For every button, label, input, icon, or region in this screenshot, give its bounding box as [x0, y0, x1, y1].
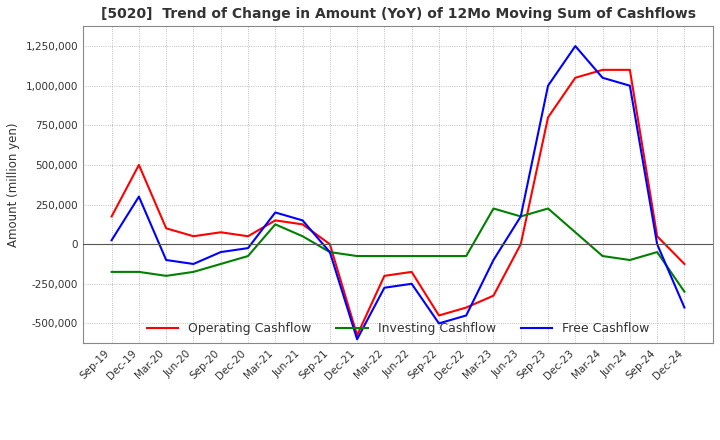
- Investing Cashflow: [571, 230, 580, 235]
- Free Cashflow: [571, 44, 580, 49]
- Operating Cashflow: [243, 234, 252, 239]
- Investing Cashflow: [462, 253, 471, 259]
- Operating Cashflow: [435, 313, 444, 318]
- Operating Cashflow: [353, 333, 361, 338]
- Investing Cashflow: [516, 214, 525, 219]
- Operating Cashflow: [162, 226, 171, 231]
- Investing Cashflow: [135, 269, 143, 275]
- Y-axis label: Amount (million yen): Amount (million yen): [7, 122, 20, 247]
- Operating Cashflow: [571, 75, 580, 81]
- Free Cashflow: [107, 238, 116, 243]
- Free Cashflow: [325, 249, 334, 255]
- Investing Cashflow: [544, 206, 552, 211]
- Operating Cashflow: [626, 67, 634, 73]
- Free Cashflow: [353, 337, 361, 342]
- Investing Cashflow: [489, 206, 498, 211]
- Free Cashflow: [489, 257, 498, 263]
- Investing Cashflow: [653, 249, 662, 255]
- Free Cashflow: [380, 285, 389, 290]
- Operating Cashflow: [325, 242, 334, 247]
- Free Cashflow: [653, 242, 662, 247]
- Investing Cashflow: [271, 222, 279, 227]
- Investing Cashflow: [626, 257, 634, 263]
- Free Cashflow: [544, 83, 552, 88]
- Line: Free Cashflow: Free Cashflow: [112, 46, 685, 339]
- Free Cashflow: [626, 83, 634, 88]
- Investing Cashflow: [189, 269, 198, 275]
- Operating Cashflow: [380, 273, 389, 279]
- Operating Cashflow: [462, 305, 471, 310]
- Free Cashflow: [516, 214, 525, 219]
- Operating Cashflow: [189, 234, 198, 239]
- Investing Cashflow: [325, 249, 334, 255]
- Free Cashflow: [298, 218, 307, 223]
- Free Cashflow: [162, 257, 171, 263]
- Free Cashflow: [217, 249, 225, 255]
- Investing Cashflow: [408, 253, 416, 259]
- Free Cashflow: [189, 261, 198, 267]
- Investing Cashflow: [217, 261, 225, 267]
- Investing Cashflow: [435, 253, 444, 259]
- Operating Cashflow: [598, 67, 607, 73]
- Investing Cashflow: [598, 253, 607, 259]
- Line: Operating Cashflow: Operating Cashflow: [112, 70, 685, 335]
- Investing Cashflow: [680, 289, 689, 294]
- Investing Cashflow: [353, 253, 361, 259]
- Investing Cashflow: [107, 269, 116, 275]
- Operating Cashflow: [516, 242, 525, 247]
- Investing Cashflow: [298, 234, 307, 239]
- Operating Cashflow: [107, 214, 116, 219]
- Operating Cashflow: [489, 293, 498, 298]
- Legend: Operating Cashflow, Investing Cashflow, Free Cashflow: Operating Cashflow, Investing Cashflow, …: [142, 317, 654, 340]
- Free Cashflow: [243, 246, 252, 251]
- Free Cashflow: [271, 210, 279, 215]
- Operating Cashflow: [298, 222, 307, 227]
- Operating Cashflow: [135, 162, 143, 168]
- Line: Investing Cashflow: Investing Cashflow: [112, 209, 685, 292]
- Investing Cashflow: [380, 253, 389, 259]
- Free Cashflow: [408, 281, 416, 286]
- Operating Cashflow: [408, 269, 416, 275]
- Operating Cashflow: [680, 261, 689, 267]
- Free Cashflow: [435, 321, 444, 326]
- Title: [5020]  Trend of Change in Amount (YoY) of 12Mo Moving Sum of Cashflows: [5020] Trend of Change in Amount (YoY) o…: [101, 7, 696, 21]
- Free Cashflow: [598, 75, 607, 81]
- Operating Cashflow: [271, 218, 279, 223]
- Free Cashflow: [680, 305, 689, 310]
- Free Cashflow: [462, 313, 471, 318]
- Operating Cashflow: [653, 234, 662, 239]
- Investing Cashflow: [162, 273, 171, 279]
- Operating Cashflow: [217, 230, 225, 235]
- Operating Cashflow: [544, 115, 552, 120]
- Investing Cashflow: [243, 253, 252, 259]
- Free Cashflow: [135, 194, 143, 199]
